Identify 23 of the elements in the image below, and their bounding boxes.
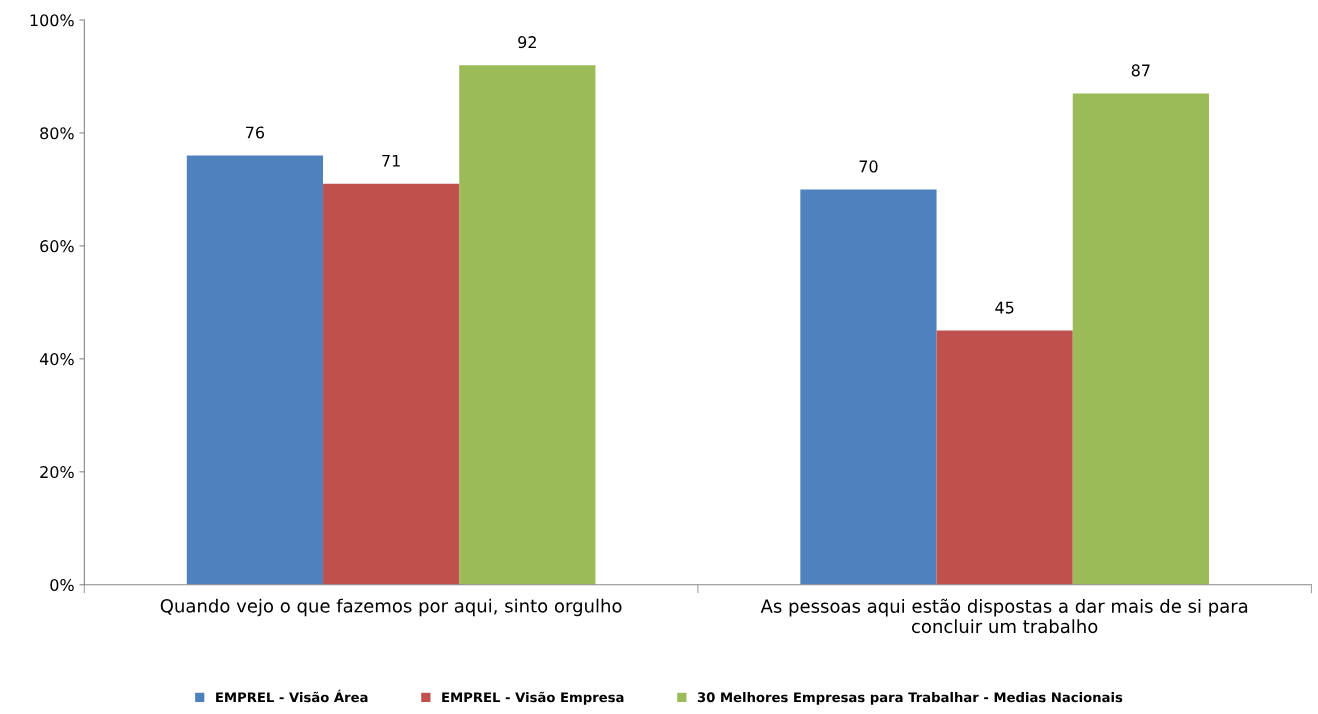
bar	[936, 330, 1073, 585]
x-tick-label: As pessoas aqui estão dispostas a dar mais de si para concluir um trabalho	[760, 598, 1248, 634]
data-label: 87	[1131, 64, 1150, 77]
data-label: 70	[859, 160, 878, 173]
y-tick-label: 0%	[50, 578, 74, 592]
y-tick-label: 20%	[40, 466, 74, 479]
bar	[186, 155, 324, 585]
y-tick-label: 60%	[40, 240, 74, 253]
y-tick-label: 100%	[30, 14, 74, 27]
x-tick-label: Quando vejo o que fazemos por aqui, sinto orgulho	[160, 598, 622, 617]
data-label: 71	[382, 154, 400, 167]
bar	[459, 65, 596, 585]
bar	[1072, 93, 1209, 585]
bar	[800, 189, 937, 585]
data-label: 45	[995, 301, 1014, 314]
legend-label: EMPREL - Visão Empresa	[442, 691, 624, 705]
bar	[323, 183, 460, 585]
data-label: 76	[246, 126, 265, 139]
y-tick-label: 80%	[40, 127, 74, 140]
legend-label: EMPREL - Visão Área	[216, 689, 368, 703]
legend-label: 30 Melhores Empresas para Trabalhar - Medias Nacionais	[697, 691, 1123, 705]
data-label: 92	[518, 36, 536, 49]
y-tick-label: 40%	[39, 353, 74, 366]
